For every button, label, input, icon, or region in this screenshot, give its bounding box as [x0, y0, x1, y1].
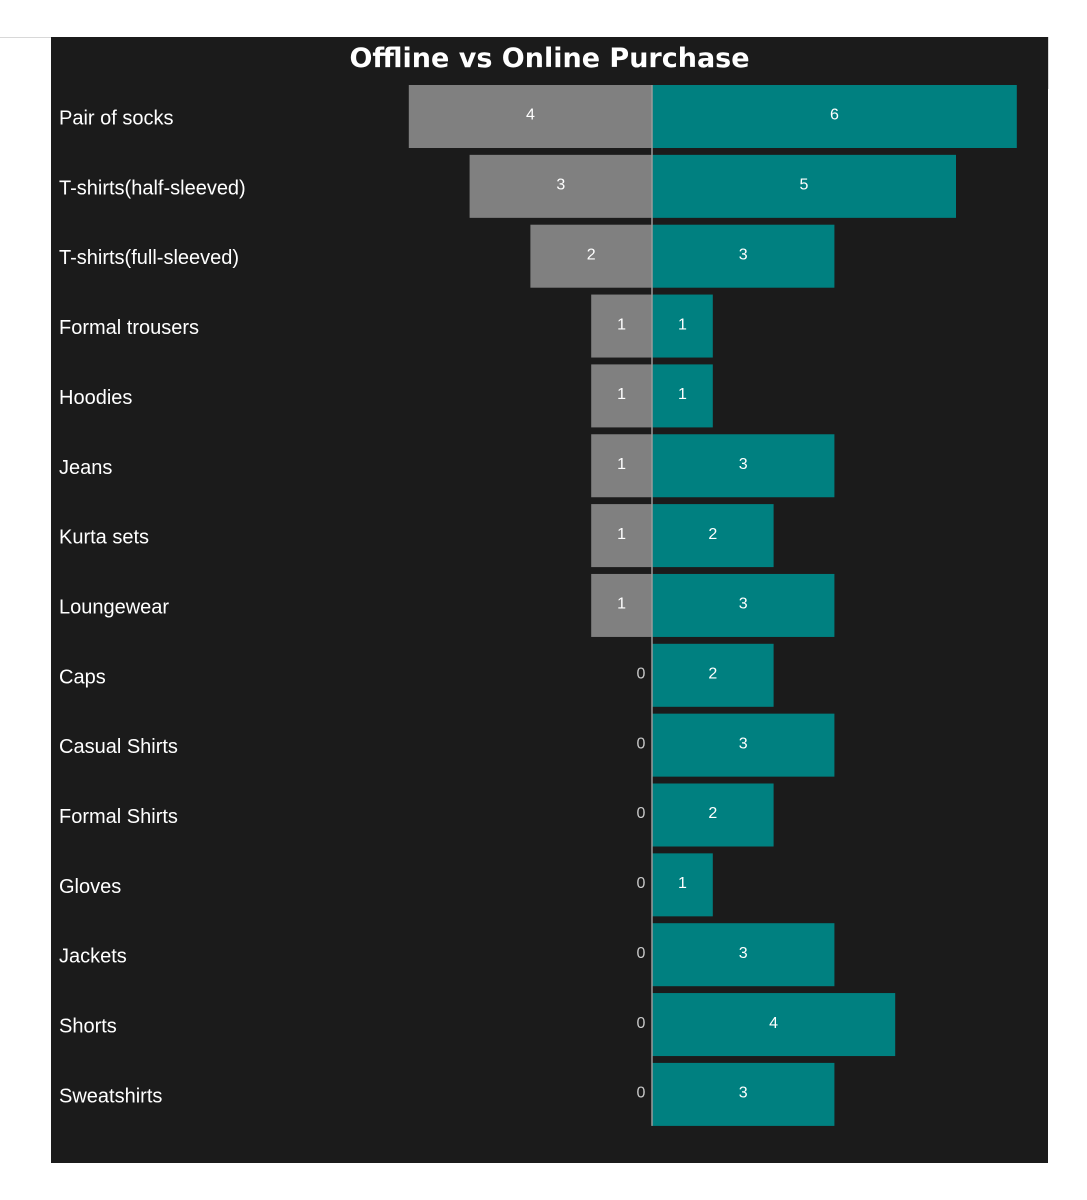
online-value-label-gloves: 1: [678, 875, 687, 892]
offline-bar-pair-of-socks: [408, 85, 652, 148]
online-bar-sweatshirts: [652, 1062, 835, 1126]
online-value-label-casual-shirts: 3: [739, 735, 748, 752]
online-bar-loungewear: [652, 573, 835, 637]
category-label-t-shirts-full-sleeved: T-shirts(full-sleeved): [59, 247, 239, 269]
offline-value-label-gloves: 0: [637, 875, 646, 892]
category-label-kurta-sets: Kurta sets: [59, 527, 149, 549]
online-bar-t-shirts-full-sleeved: [652, 224, 835, 288]
offline-value-label-jackets: 0: [637, 945, 646, 962]
online-bar-hoodies: [652, 364, 713, 428]
diverging-bar-chart: Pair of socks 4 6 T-shirts(half-sleeved) 3 5 T…: [59, 85, 1017, 1126]
online-value-label-formal-trousers: 1: [678, 316, 687, 333]
offline-bar-t-shirts-full-sleeved: [530, 224, 652, 288]
offline-value-label-sweatshirts: 0: [637, 1085, 646, 1102]
online-value-label-jeans: 3: [739, 456, 748, 473]
offline-value-label-hoodies: 1: [617, 386, 626, 403]
online-bar-shorts: [652, 993, 896, 1057]
online-bar-pair-of-socks: [652, 85, 1017, 148]
category-label-pair-of-socks: Pair of socks: [59, 108, 173, 130]
category-label-jeans: Jeans: [59, 457, 112, 479]
offline-value-label-pair-of-socks: 4: [526, 107, 535, 124]
online-value-label-sweatshirts: 3: [739, 1085, 748, 1102]
offline-bar-hoodies: [591, 364, 652, 428]
offline-bar-kurta-sets: [591, 504, 652, 568]
chart-panel: Offline vs Online Purchase Pair of socks…: [51, 37, 1048, 1163]
offline-value-label-t-shirts-full-sleeved: 2: [587, 246, 596, 263]
online-value-label-shorts: 4: [769, 1015, 778, 1032]
online-value-label-t-shirts-half-sleeved: 5: [800, 177, 809, 194]
category-label-formal-trousers: Formal trousers: [59, 317, 199, 339]
online-bar-jeans: [652, 434, 835, 498]
online-bar-t-shirts-half-sleeved: [652, 154, 956, 218]
online-bar-formal-shirts: [652, 783, 774, 847]
category-label-t-shirts-half-sleeved: T-shirts(half-sleeved): [59, 177, 246, 199]
online-bar-jackets: [652, 923, 835, 987]
category-label-caps: Caps: [59, 666, 106, 688]
category-label-jackets: Jackets: [59, 946, 127, 968]
right-divider: [1048, 37, 1049, 89]
offline-value-label-jeans: 1: [617, 456, 626, 473]
offline-bar-jeans: [591, 434, 652, 498]
online-bar-caps: [652, 643, 774, 707]
online-bar-kurta-sets: [652, 504, 774, 568]
category-label-casual-shirts: Casual Shirts: [59, 736, 178, 758]
category-label-loungewear: Loungewear: [59, 596, 169, 618]
top-divider: [0, 37, 51, 38]
offline-value-label-t-shirts-half-sleeved: 3: [556, 177, 565, 194]
category-label-sweatshirts: Sweatshirts: [59, 1085, 162, 1107]
online-bar-gloves: [652, 853, 713, 917]
online-bar-formal-trousers: [652, 294, 713, 358]
category-label-gloves: Gloves: [59, 876, 121, 898]
category-label-hoodies: Hoodies: [59, 387, 132, 409]
offline-bar-loungewear: [591, 573, 652, 637]
offline-bar-formal-trousers: [591, 294, 652, 358]
chart-title: Offline vs Online Purchase: [349, 43, 750, 74]
online-value-label-kurta-sets: 2: [708, 526, 717, 543]
online-bar-casual-shirts: [652, 713, 835, 777]
online-value-label-loungewear: 3: [739, 596, 748, 613]
offline-value-label-loungewear: 1: [617, 596, 626, 613]
online-value-label-t-shirts-full-sleeved: 3: [739, 246, 748, 263]
category-label-formal-shirts: Formal Shirts: [59, 806, 178, 828]
offline-value-label-shorts: 0: [637, 1015, 646, 1032]
offline-value-label-kurta-sets: 1: [617, 526, 626, 543]
offline-value-label-caps: 0: [637, 666, 646, 683]
offline-bar-t-shirts-half-sleeved: [469, 154, 652, 218]
category-label-shorts: Shorts: [59, 1016, 117, 1038]
online-value-label-jackets: 3: [739, 945, 748, 962]
offline-value-label-formal-trousers: 1: [617, 316, 626, 333]
offline-value-label-formal-shirts: 0: [637, 805, 646, 822]
online-value-label-formal-shirts: 2: [708, 805, 717, 822]
online-value-label-caps: 2: [708, 666, 717, 683]
online-value-label-hoodies: 1: [678, 386, 687, 403]
online-value-label-pair-of-socks: 6: [830, 107, 839, 124]
offline-value-label-casual-shirts: 0: [637, 735, 646, 752]
